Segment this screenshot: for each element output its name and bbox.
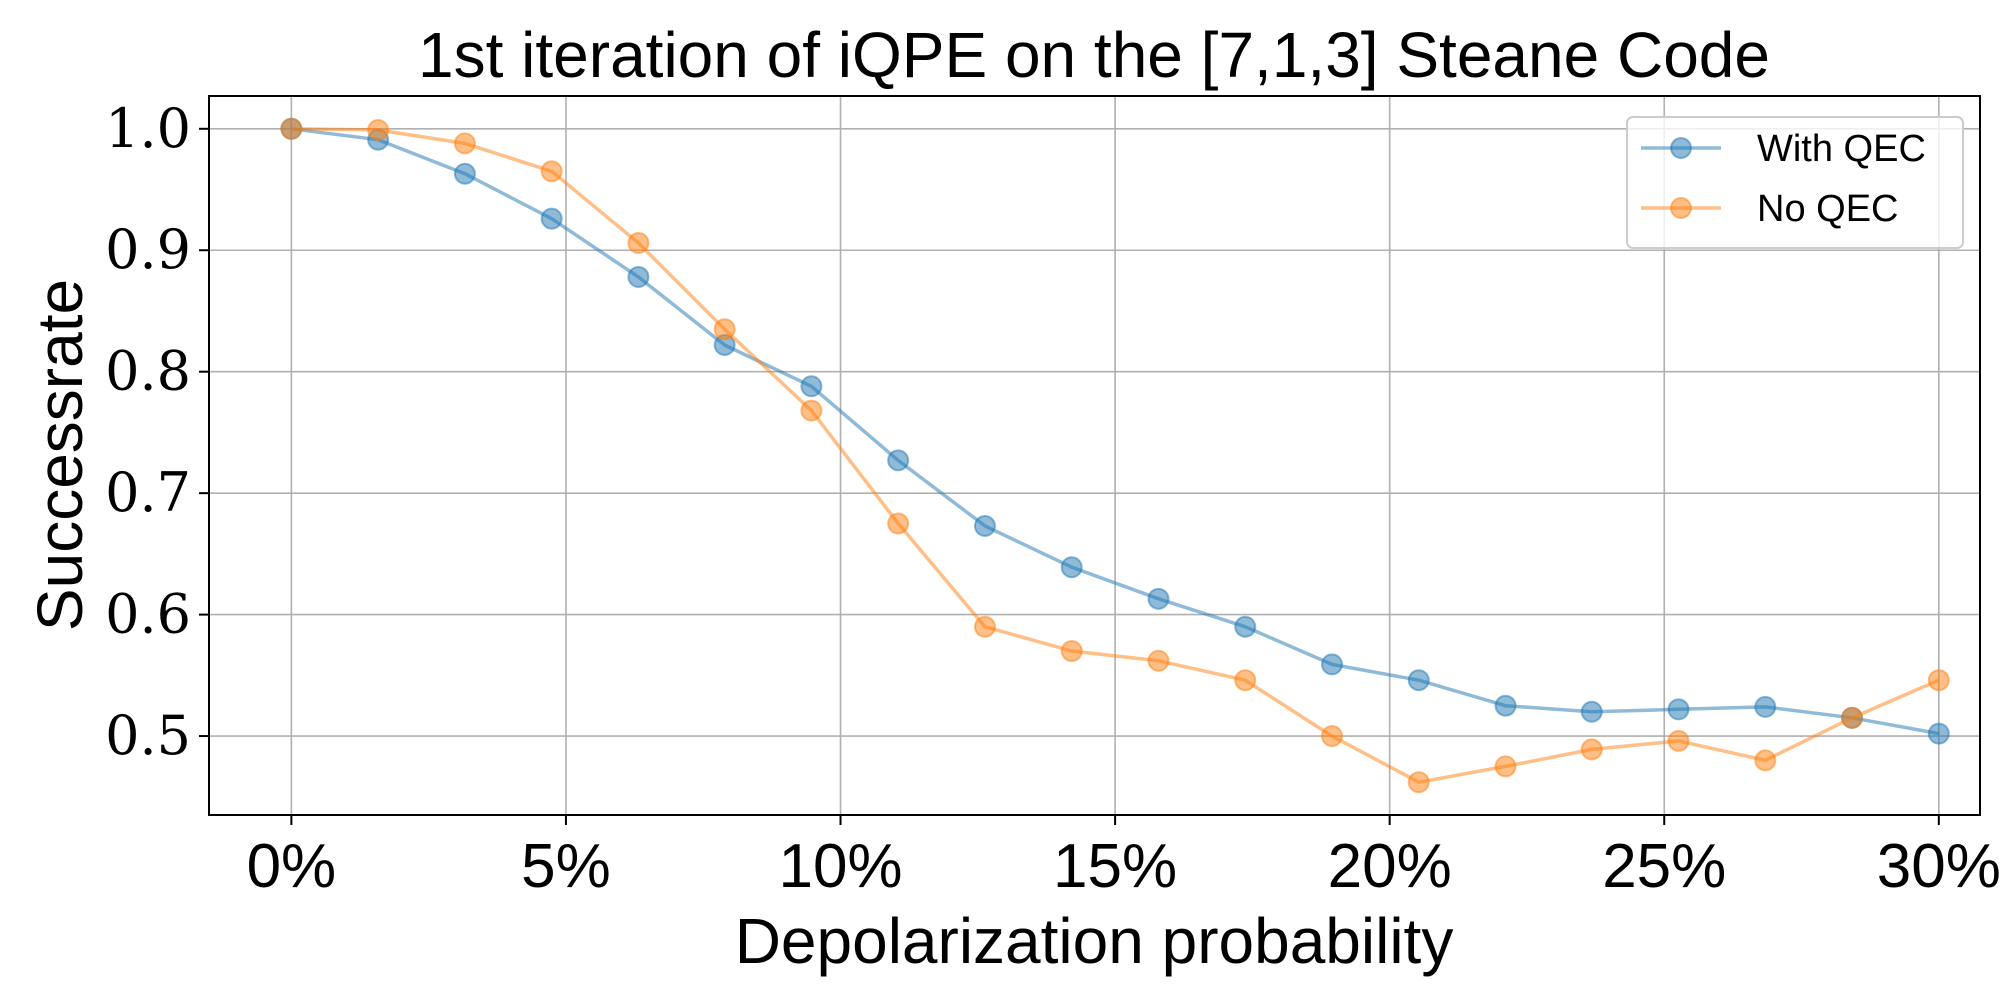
x-tick-label: 10% — [778, 832, 902, 901]
data-point — [973, 615, 996, 638]
data-point — [627, 231, 650, 254]
tick-marks — [199, 127, 1940, 825]
legend-marker — [1670, 197, 1692, 219]
data-point — [280, 117, 303, 140]
series-line — [291, 127, 1940, 784]
x-tick-label: 15% — [1053, 832, 1177, 901]
data-point — [1927, 669, 1950, 692]
series-no-qec — [280, 117, 1950, 794]
data-point — [1494, 694, 1517, 717]
data-point — [1407, 771, 1430, 794]
data-point — [1667, 698, 1690, 721]
data-point — [540, 160, 563, 183]
data-point — [1754, 695, 1777, 718]
y-tick-label: 0.8 — [105, 340, 191, 403]
y-tick-label: 0.5 — [105, 704, 191, 767]
data-point — [540, 207, 563, 230]
data-point — [887, 449, 910, 472]
chart-title: 1st iteration of iQPE on the [7,1,3] Ste… — [418, 19, 1770, 91]
data-point — [887, 512, 910, 535]
y-tick-label: 0.9 — [105, 218, 191, 281]
data-point — [1147, 587, 1170, 610]
data-point — [973, 514, 996, 537]
series-layer — [280, 117, 1950, 794]
series-with-qec — [280, 117, 1950, 745]
data-point — [1060, 640, 1083, 663]
data-point — [1927, 722, 1950, 745]
data-point — [1841, 706, 1864, 729]
legend-item: No QEC — [1641, 188, 1898, 230]
legend-marker — [1670, 137, 1692, 159]
data-point — [1580, 738, 1603, 761]
data-point — [800, 399, 823, 422]
x-tick-label: 20% — [1328, 832, 1452, 901]
data-point — [1060, 556, 1083, 579]
tick-labels: 0% 5% 10% 15% 20% 25% 30% 0.5 0.6 0.7 0.8 0.9 1.0 — [105, 97, 2000, 901]
data-point — [713, 318, 736, 341]
x-tick-label: 30% — [1877, 832, 2000, 901]
data-point — [1321, 653, 1344, 676]
y-axis-label: Successrate — [24, 279, 96, 631]
data-point — [1580, 700, 1603, 723]
data-point — [1667, 729, 1690, 752]
legend: With QEC No QEC — [1626, 116, 1964, 249]
data-point — [1234, 669, 1257, 692]
data-point — [1147, 649, 1170, 672]
legend-label: With QEC — [1757, 128, 1926, 170]
x-tick-label: 0% — [247, 832, 337, 901]
data-point — [1494, 755, 1517, 778]
data-point — [800, 375, 823, 398]
x-axis-label: Depolarization probability — [735, 905, 1454, 977]
plot-area-frame — [208, 95, 1981, 816]
x-tick-label: 25% — [1602, 832, 1726, 901]
data-point — [1321, 725, 1344, 748]
data-point — [1234, 615, 1257, 638]
data-point — [1754, 749, 1777, 772]
y-tick-label: 0.6 — [105, 583, 191, 646]
data-point — [367, 119, 390, 142]
data-point — [453, 162, 476, 185]
y-tick-label: 0.7 — [105, 461, 191, 524]
data-point — [453, 132, 476, 155]
legend-item: With QEC — [1641, 128, 1926, 170]
y-tick-label: 1.0 — [105, 97, 191, 160]
data-point — [627, 265, 650, 288]
series-line — [291, 127, 1940, 736]
data-point — [1407, 669, 1430, 692]
legend-label: No QEC — [1757, 188, 1898, 230]
x-tick-label: 5% — [521, 832, 611, 901]
